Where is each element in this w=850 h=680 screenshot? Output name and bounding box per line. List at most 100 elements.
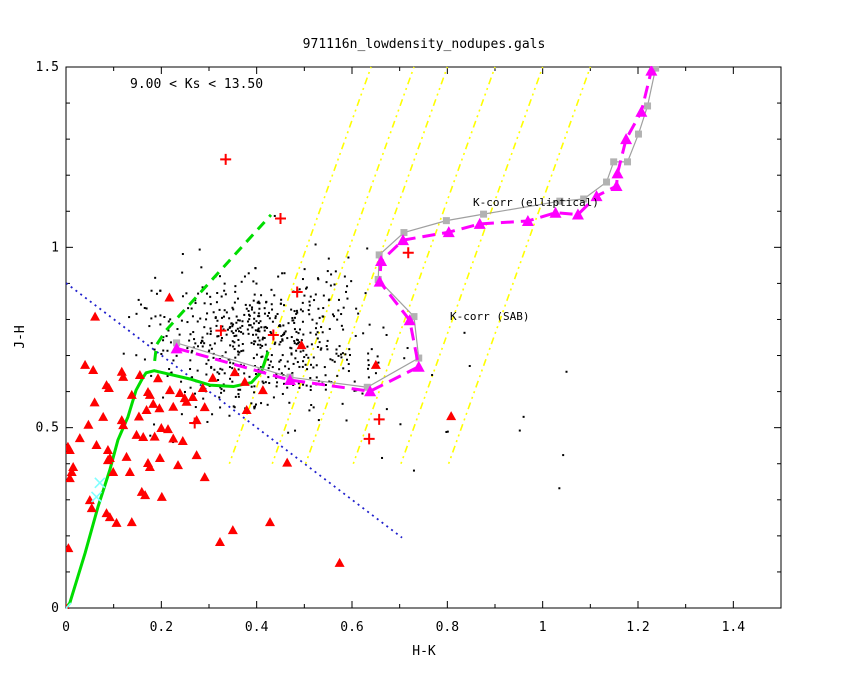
galaxy-dot (145, 307, 148, 310)
galaxy-dot (289, 346, 292, 349)
galaxy-dot (340, 356, 343, 359)
galaxy-dot (261, 355, 264, 358)
galaxy-dot (342, 306, 345, 309)
galaxy-dot (257, 322, 260, 325)
red-plus-marker (267, 329, 279, 341)
galaxy-dot (187, 307, 190, 310)
galaxy-dot (346, 297, 349, 300)
galaxy-dot (309, 389, 312, 392)
galaxy-dot (228, 317, 231, 320)
kcorr-sab-track (170, 66, 658, 397)
galaxy-dot (320, 347, 323, 350)
galaxy-dot (330, 273, 333, 276)
galaxy-dot (194, 392, 197, 395)
x-tick-label: 1 (539, 620, 547, 635)
galaxy-dot (347, 256, 350, 259)
galaxy-dot (270, 303, 273, 306)
galaxy-dot (140, 303, 143, 306)
galaxy-dot (209, 295, 212, 298)
galaxy-dot (259, 320, 262, 323)
galaxy-dot (257, 336, 260, 339)
red-triangle-marker (207, 372, 218, 382)
galaxy-dot (376, 355, 379, 358)
galaxy-dot (250, 341, 253, 344)
red-triangle-marker (156, 491, 167, 501)
galaxy-dot (257, 328, 260, 331)
galaxy-dot (367, 359, 370, 362)
galaxy-dot (259, 366, 262, 369)
galaxy-dot (254, 267, 257, 270)
red-plus-marker (275, 212, 286, 224)
galaxy-dot (259, 346, 262, 349)
galaxy-dot (237, 368, 240, 371)
galaxy-dot (205, 292, 208, 295)
galaxy-dot (196, 369, 199, 372)
galaxy-dot (243, 372, 246, 375)
galaxy-dot (283, 331, 286, 334)
galaxy-dot (263, 329, 266, 332)
galaxy-dot (335, 352, 338, 355)
galaxy-dot (188, 339, 191, 342)
galaxy-dot (406, 347, 409, 350)
galaxy-dot (149, 434, 152, 437)
galaxy-dot (335, 348, 338, 351)
galaxy-dot (299, 308, 302, 311)
galaxy-dot (293, 342, 296, 345)
galaxy-dot (297, 332, 300, 335)
galaxy-dot (294, 357, 297, 360)
galaxy-dot (196, 320, 199, 323)
galaxy-dot (328, 327, 331, 330)
galaxy-dot (235, 315, 238, 318)
galaxy-dot (283, 333, 286, 336)
galaxy-dot (199, 317, 202, 320)
red-triangle-marker (199, 402, 210, 412)
red-plus-marker (363, 433, 375, 445)
galaxy-dot (206, 332, 209, 335)
galaxy-dot (283, 382, 286, 385)
galaxy-dot (324, 384, 327, 387)
galaxy-dot (235, 321, 238, 324)
galaxy-dot (326, 270, 329, 273)
galaxy-dot (382, 326, 385, 329)
galaxy-dot (251, 306, 254, 309)
red-triangle-marker (103, 382, 114, 392)
galaxy-dot (274, 341, 277, 344)
galaxy-dot (298, 288, 301, 291)
red-triangle-marker (133, 411, 144, 421)
galaxy-dot (296, 339, 299, 342)
galaxy-dot (317, 278, 320, 281)
galaxy-dot (246, 328, 249, 331)
kcorr-elliptical-square-marker (375, 251, 383, 259)
galaxy-dot (256, 301, 259, 304)
axes: 0 0.2 0.4 0.6 0.8 1 1.2 1.4 0 0.5 1 1.5 (36, 60, 782, 635)
kcorr-sab-triangle-marker (412, 360, 425, 372)
galaxy-dot (191, 315, 194, 318)
galaxy-dot (446, 430, 449, 433)
galaxy-dot (304, 363, 307, 366)
galaxy-dot (234, 285, 237, 288)
galaxy-dot (328, 380, 331, 383)
red-triangle-marker (296, 340, 307, 350)
red-triangle-marker (265, 517, 276, 527)
galaxy-dot (257, 312, 260, 315)
galaxy-dot (213, 368, 216, 371)
green-locus-dashed (153, 213, 273, 362)
galaxy-dot (286, 337, 289, 340)
y-tick-label: 0 (51, 601, 59, 616)
galaxy-dot (271, 320, 274, 323)
kcorr-elliptical-square-marker (556, 197, 564, 205)
galaxy-dot (276, 381, 279, 384)
galaxy-dot (231, 380, 234, 383)
galaxy-dot (233, 301, 236, 304)
galaxy-dot (338, 345, 341, 348)
galaxy-dot (325, 345, 328, 348)
galaxy-dot (278, 360, 281, 363)
kcorr-elliptical-square-marker (610, 158, 618, 166)
kcorr-sab-triangle-marker (571, 208, 584, 220)
galaxy-dot (186, 321, 189, 324)
galaxy-dot (348, 354, 351, 357)
galaxy-dot (150, 374, 153, 377)
galaxy-dot (231, 340, 234, 343)
galaxy-dot (135, 354, 138, 357)
galaxy-dot (273, 343, 276, 346)
